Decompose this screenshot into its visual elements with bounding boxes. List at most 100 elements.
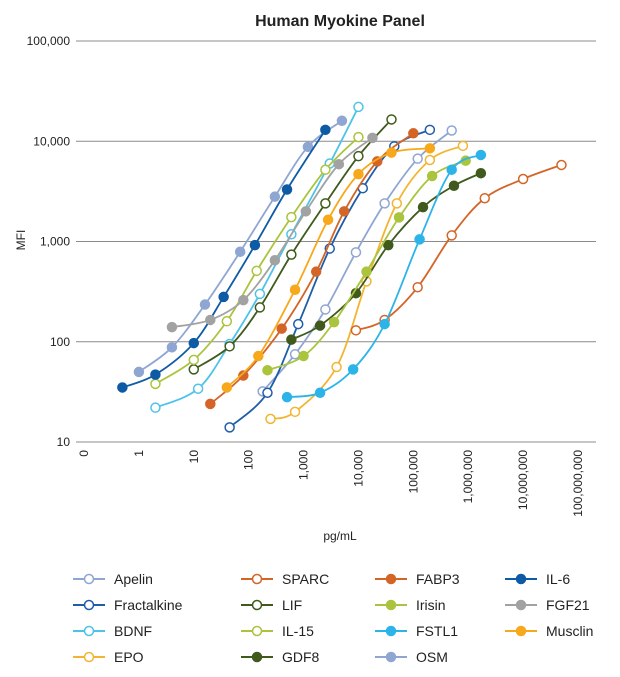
y-tick-label: 100,000	[27, 34, 71, 48]
data-point-epo	[289, 406, 301, 418]
legend-item-fstl1: FSTL1	[374, 620, 458, 642]
legend-item-lif: LIF	[240, 594, 302, 616]
legend-item-fractalkine: Fractalkine	[72, 594, 182, 616]
legend-label: Fractalkine	[114, 597, 183, 613]
data-point-il-6	[117, 382, 128, 393]
data-point-bdnf	[192, 383, 204, 394]
data-point-lif	[386, 114, 397, 125]
data-point-lif	[353, 150, 364, 162]
data-point-fabp3	[238, 370, 249, 381]
data-point-fabp3	[310, 266, 322, 277]
data-point-il-15	[353, 131, 364, 143]
data-point-sparc	[350, 325, 362, 336]
series-fgf21	[166, 132, 378, 333]
legend-label: BDNF	[114, 623, 153, 639]
series-sparc	[350, 159, 567, 336]
data-point-il-6	[218, 291, 229, 303]
data-point-apelin	[446, 125, 457, 136]
data-point-musclin	[386, 147, 397, 158]
x-tick-label: 10,000,000	[516, 450, 530, 510]
data-point-musclin	[424, 143, 436, 154]
series-fstl1	[281, 149, 487, 403]
series-line-bdnf	[155, 106, 360, 409]
legend-label: FSTL1	[416, 623, 459, 639]
data-point-apelin	[379, 198, 390, 209]
legend-swatch	[375, 599, 407, 611]
legend-item-fgf21: FGF21	[504, 594, 590, 616]
data-point-epo	[424, 154, 436, 166]
data-point-fstl1	[475, 149, 487, 161]
data-point-il-15	[150, 378, 161, 390]
data-point-apelin	[289, 349, 301, 360]
series-line-irisin	[267, 159, 467, 372]
legend-item-apelin: Apelin	[72, 568, 153, 590]
data-point-lif	[320, 198, 331, 209]
data-point-bdnf	[150, 402, 161, 413]
legend-item-gdf8: GDF8	[240, 646, 319, 668]
x-axis-ticks: 0 1 10 100 1,000 10,000 100,000 1,000,000 10,000…	[77, 450, 585, 517]
legend-label: SPARC	[282, 571, 330, 587]
legend-label: EPO	[114, 649, 144, 665]
legend-swatch	[375, 573, 407, 585]
data-point-sparc	[412, 281, 423, 293]
data-point-sparc	[556, 159, 567, 171]
data-point-gdf8	[475, 167, 487, 179]
data-point-lif	[188, 364, 200, 375]
legend-label: LIF	[282, 597, 303, 613]
data-point-sparc	[446, 230, 457, 241]
series-lines	[117, 101, 567, 433]
legend-swatch	[375, 651, 407, 663]
data-point-fabp3	[338, 206, 350, 217]
legend-item-osm: OSM	[374, 646, 448, 668]
series-il-15	[150, 131, 364, 390]
legend-swatch	[241, 625, 273, 637]
data-point-fstl1	[446, 164, 457, 175]
data-point-il-15	[320, 164, 331, 175]
legend-label: GDF8	[282, 649, 320, 665]
data-point-fabp3	[408, 128, 419, 139]
legend-item-il-6: IL-6	[504, 568, 570, 590]
data-point-fgf21	[333, 158, 345, 170]
x-tick-label: 1,000,000	[461, 450, 475, 504]
data-point-apelin	[320, 304, 331, 315]
data-point-fgf21	[300, 206, 312, 217]
data-point-irisin	[393, 212, 405, 223]
legend-label: Musclin	[546, 623, 594, 639]
legend-label: Apelin	[114, 571, 153, 587]
y-tick-label: 1,000	[40, 235, 70, 249]
y-axis-label: MFI	[14, 230, 28, 251]
x-axis-label: pg/mL	[323, 529, 357, 543]
legend-swatch	[241, 651, 273, 663]
legend-item-fabp3: FABP3	[374, 568, 460, 590]
x-tick-label: 10,000	[351, 450, 365, 487]
data-point-sparc	[479, 193, 490, 204]
data-point-fabp3	[276, 323, 287, 334]
legend-swatch	[73, 599, 105, 611]
data-point-fgf21	[205, 314, 216, 326]
y-tick-label: 10,000	[33, 134, 70, 148]
data-point-fstl1	[379, 318, 390, 330]
data-point-il-6	[249, 239, 261, 251]
data-point-fstl1	[414, 234, 425, 245]
data-point-sparc	[517, 173, 529, 185]
series-osm	[133, 115, 348, 378]
data-point-il-6	[320, 124, 331, 136]
legend-label: OSM	[416, 649, 448, 665]
x-tick-label: 1	[132, 450, 146, 457]
data-point-fstl1	[281, 391, 293, 403]
data-point-epo	[265, 413, 276, 425]
data-point-musclin	[289, 284, 301, 296]
data-point-bdnf	[254, 288, 266, 300]
data-point-gdf8	[417, 201, 429, 213]
legend-swatch	[505, 625, 537, 637]
series-line-gdf8	[290, 172, 482, 341]
data-point-osm	[133, 366, 145, 378]
data-point-epo	[331, 361, 342, 373]
data-point-il-15	[286, 211, 297, 223]
y-tick-label: 100	[50, 335, 70, 349]
chart-title: Human Myokine Panel	[255, 13, 425, 30]
data-point-apelin	[412, 153, 423, 164]
data-point-fractalkine	[262, 387, 273, 398]
data-point-gdf8	[286, 334, 297, 345]
